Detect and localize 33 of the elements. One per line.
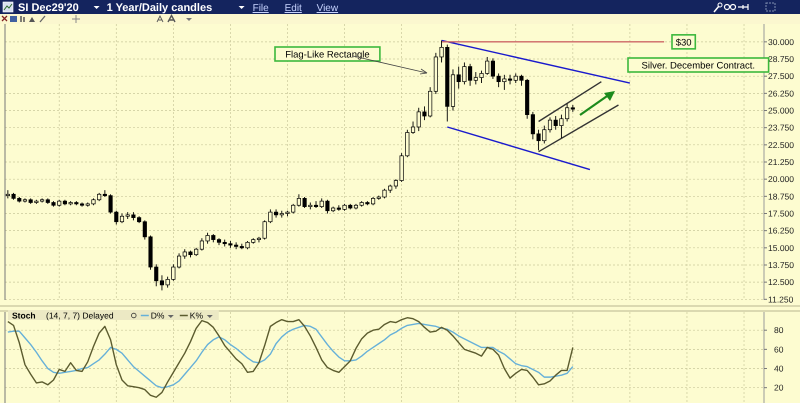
annotation: $30 — [676, 37, 692, 48]
chart-title: Stoch — [12, 310, 36, 320]
line-series — [7, 322, 574, 388]
text: File — [252, 3, 270, 14]
text: View — [316, 3, 339, 14]
y-tick-label: 22.500 — [768, 140, 794, 150]
y-tick-label: 13.750 — [768, 260, 794, 270]
y-tick-label: 40 — [774, 363, 784, 374]
y-tick-label: 60 — [774, 344, 784, 354]
y-tick-label: 17.500 — [768, 208, 794, 218]
y-tick-label: 26.250 — [768, 88, 794, 98]
y-tick-label: 27.500 — [768, 71, 794, 82]
y-tick-label: 30.000 — [768, 36, 794, 47]
y-tick-label: 20 — [774, 382, 784, 393]
y-tick-label: 21.250 — [768, 156, 794, 167]
annotation: Silver. December Contract. — [642, 60, 756, 72]
y-tick-label: 16.250 — [768, 226, 794, 236]
y-tick-label: 80 — [774, 325, 784, 336]
chart-subtitle: 1 Year/Daily candles — [106, 2, 212, 14]
y-tick-label: 28.750 — [768, 54, 794, 64]
chart-subtitle: (14, 7, 7) Delayed — [46, 310, 114, 320]
chart-title: SI Dec29'20 — [18, 2, 79, 14]
y-tick-label: 12.500 — [768, 277, 794, 288]
y-tick-label: 18.750 — [768, 191, 794, 202]
annotation: Flag-Like Rectangle — [285, 50, 370, 60]
legend-label: K% — [190, 310, 204, 320]
y-tick-label: 20.000 — [768, 174, 794, 184]
y-tick-label: 15.000 — [768, 242, 794, 253]
y-tick-label: 23.750 — [768, 122, 794, 133]
y-tick-label: 11.250 — [768, 294, 794, 304]
y-tick-label: 25.000 — [768, 105, 794, 116]
text: Edit — [284, 3, 302, 14]
legend-label: D% — [150, 310, 165, 320]
